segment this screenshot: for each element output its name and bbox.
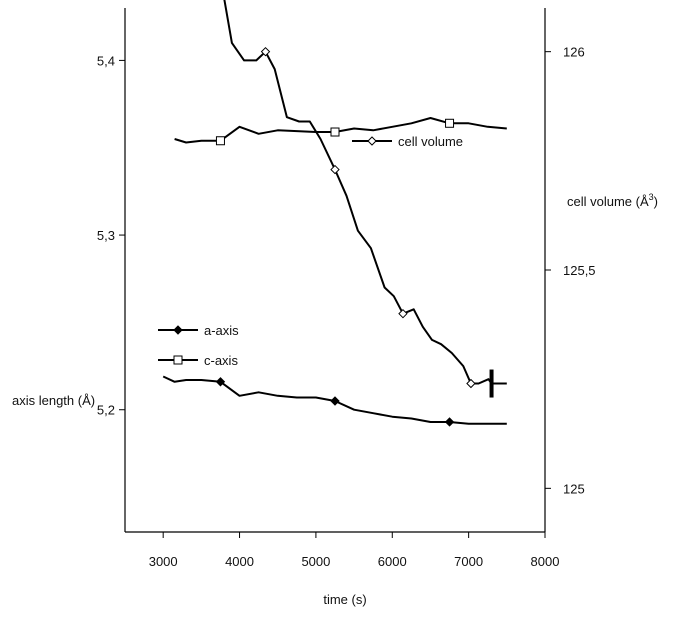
series-cell-volume — [223, 0, 507, 389]
x-tick-label: 5000 — [301, 554, 330, 569]
axis-ticks: 3000 4000 5000 6000 7000 8000 5,2 5,3 5,4 125 125,… — [97, 45, 596, 569]
data-point-cell-volume — [330, 164, 340, 175]
left-y-axis-label: axis length (Å) — [12, 393, 95, 408]
data-point-a-axis — [330, 396, 340, 406]
left-y-tick-label: 5,3 — [97, 228, 115, 243]
left-y-tick-label: 5,4 — [97, 53, 115, 68]
right-y-axis-label-close: ) — [654, 194, 658, 209]
data-point-c-axis — [330, 127, 340, 137]
legend-marker-cell-volume — [367, 136, 377, 146]
data-point-a-axis — [444, 417, 455, 427]
plot-frame — [124, 8, 546, 533]
data-point-cell-volume — [398, 308, 408, 319]
x-tick-label: 3000 — [149, 554, 178, 569]
data-point-a-axis — [215, 377, 226, 387]
right-y-axis-label-superscript: 3 — [649, 192, 654, 202]
right-y-tick-label: 126 — [563, 45, 585, 60]
legend-item-c-axis: c-axis — [158, 353, 238, 368]
data-point-cell-volume — [260, 46, 271, 57]
legend-label-cell-volume: cell volume — [398, 134, 463, 149]
legend-marker-c-axis — [173, 355, 183, 365]
x-axis-label: time (s) — [323, 592, 366, 607]
right-y-tick-label: 125,5 — [563, 263, 596, 278]
series-layer — [162, 0, 507, 427]
right-y-tick-label: 125 — [563, 481, 585, 496]
x-tick-label: 4000 — [225, 554, 254, 569]
x-tick-label: 6000 — [378, 554, 407, 569]
data-point-c-axis — [445, 118, 455, 128]
legend-label-c-axis: c-axis — [204, 353, 238, 368]
legend-marker-a-axis — [173, 325, 183, 335]
x-tick-label: 8000 — [531, 554, 560, 569]
right-y-axis-label-main: cell volume (Å — [567, 194, 649, 209]
series-c-axis — [174, 117, 507, 146]
data-point-cell-volume — [466, 378, 476, 389]
legend-item-cell-volume: cell volume — [352, 134, 463, 149]
legend-item-a-axis: a-axis — [158, 323, 239, 338]
series-a-axis — [162, 375, 507, 427]
right-y-axis-label: cell volume (Å3) — [567, 192, 658, 209]
x-tick-label: 7000 — [454, 554, 483, 569]
left-y-tick-label: 5,2 — [97, 403, 115, 418]
data-point-c-axis — [215, 136, 225, 146]
legend: cell volume a-axis c-axis — [158, 134, 463, 368]
legend-label-a-axis: a-axis — [204, 323, 239, 338]
series-line-cell-volume — [223, 0, 507, 385]
